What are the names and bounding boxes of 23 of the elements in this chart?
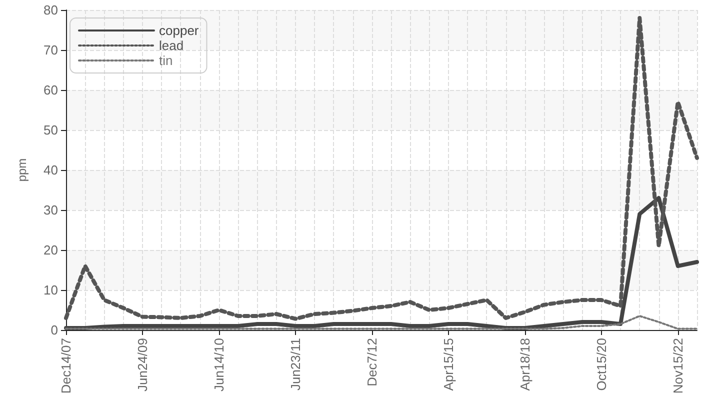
x-tick-label: Dec14/07 (58, 338, 74, 394)
line-series (64, 16, 699, 321)
y-tick-label: 50 (44, 122, 58, 138)
y-tick-label: 30 (44, 202, 58, 218)
x-tick-label: Apr15/15 (440, 338, 456, 391)
y-tick-label: 80 (44, 2, 58, 18)
x-tick-label: Jun24/09 (134, 338, 150, 392)
x-tick-label: Dec7/12 (364, 338, 380, 386)
x-tick-label: Jun23/11 (288, 338, 303, 391)
y-tick-label: 10 (44, 282, 58, 298)
y-axis-title: ppm (15, 158, 29, 182)
x-tick-label: Apr18/18 (517, 338, 532, 391)
y-tick-label: 60 (44, 82, 58, 98)
text: lead (159, 38, 184, 53)
y-tick-label: 0 (50, 322, 58, 338)
y-tick-label: 70 (44, 42, 58, 58)
x-tick-label: Nov15/22 (670, 338, 686, 394)
x-tick-label: Oct15/20 (594, 338, 609, 391)
y-tick-label: 20 (44, 242, 58, 258)
text: copper (159, 23, 200, 38)
text: tin (159, 53, 173, 68)
x-tick-label: Jun14/10 (211, 338, 226, 392)
y-tick-label: 40 (44, 162, 58, 178)
